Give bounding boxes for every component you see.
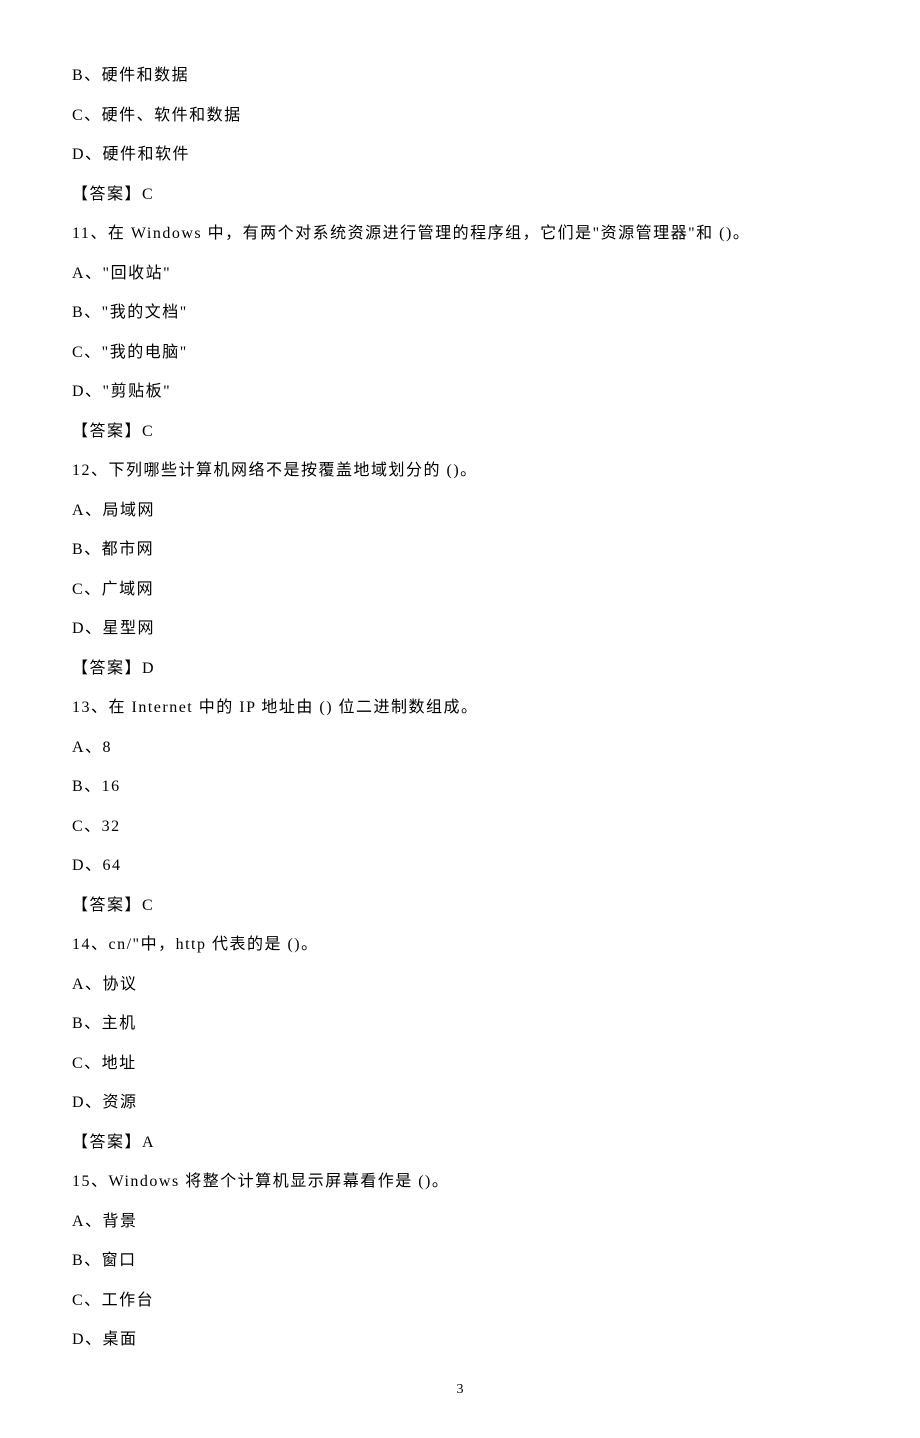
- text-line: 【答案】D: [72, 657, 848, 681]
- text-line: B、窗口: [72, 1249, 848, 1273]
- text-line: B、主机: [72, 1012, 848, 1036]
- text-line: 11、在 Windows 中，有两个对系统资源进行管理的程序组，它们是"资源管理…: [72, 222, 848, 246]
- text-line: B、都市网: [72, 538, 848, 562]
- text-line: 【答案】C: [72, 183, 848, 207]
- text-line: C、广域网: [72, 578, 848, 602]
- text-line: C、"我的电脑": [72, 341, 848, 365]
- text-line: D、64: [72, 854, 848, 878]
- text-line: A、协议: [72, 973, 848, 997]
- text-line: B、16: [72, 775, 848, 799]
- text-line: B、硬件和数据: [72, 64, 848, 88]
- text-line: D、桌面: [72, 1328, 848, 1352]
- text-line: 15、Windows 将整个计算机显示屏幕看作是 ()。: [72, 1170, 848, 1194]
- text-line: 14、cn/"中，http 代表的是 ()。: [72, 933, 848, 957]
- text-line: A、8: [72, 736, 848, 760]
- text-line: C、硬件、软件和数据: [72, 104, 848, 128]
- text-line: 12、下列哪些计算机网络不是按覆盖地域划分的 ()。: [72, 459, 848, 483]
- text-line: D、硬件和软件: [72, 143, 848, 167]
- text-line: B、"我的文档": [72, 301, 848, 325]
- text-line: D、资源: [72, 1091, 848, 1115]
- page-number: 3: [72, 1382, 848, 1398]
- document-body: B、硬件和数据 C、硬件、软件和数据 D、硬件和软件【答案】C 11、在 Window…: [72, 64, 848, 1352]
- text-line: C、地址: [72, 1052, 848, 1076]
- text-line: 13、在 Internet 中的 IP 地址由 () 位二进制数组成。: [72, 696, 848, 720]
- text-line: 【答案】C: [72, 894, 848, 918]
- text-line: A、"回收站": [72, 262, 848, 286]
- text-line: D、"剪贴板": [72, 380, 848, 404]
- text-line: A、背景: [72, 1210, 848, 1234]
- text-line: 【答案】C: [72, 420, 848, 444]
- text-line: C、32: [72, 815, 848, 839]
- text-line: D、星型网: [72, 617, 848, 641]
- document-page: B、硬件和数据 C、硬件、软件和数据 D、硬件和软件【答案】C 11、在 Window…: [0, 0, 920, 1438]
- text-line: C、工作台: [72, 1289, 848, 1313]
- text-line: 【答案】A: [72, 1131, 848, 1155]
- text-line: A、局域网: [72, 499, 848, 523]
